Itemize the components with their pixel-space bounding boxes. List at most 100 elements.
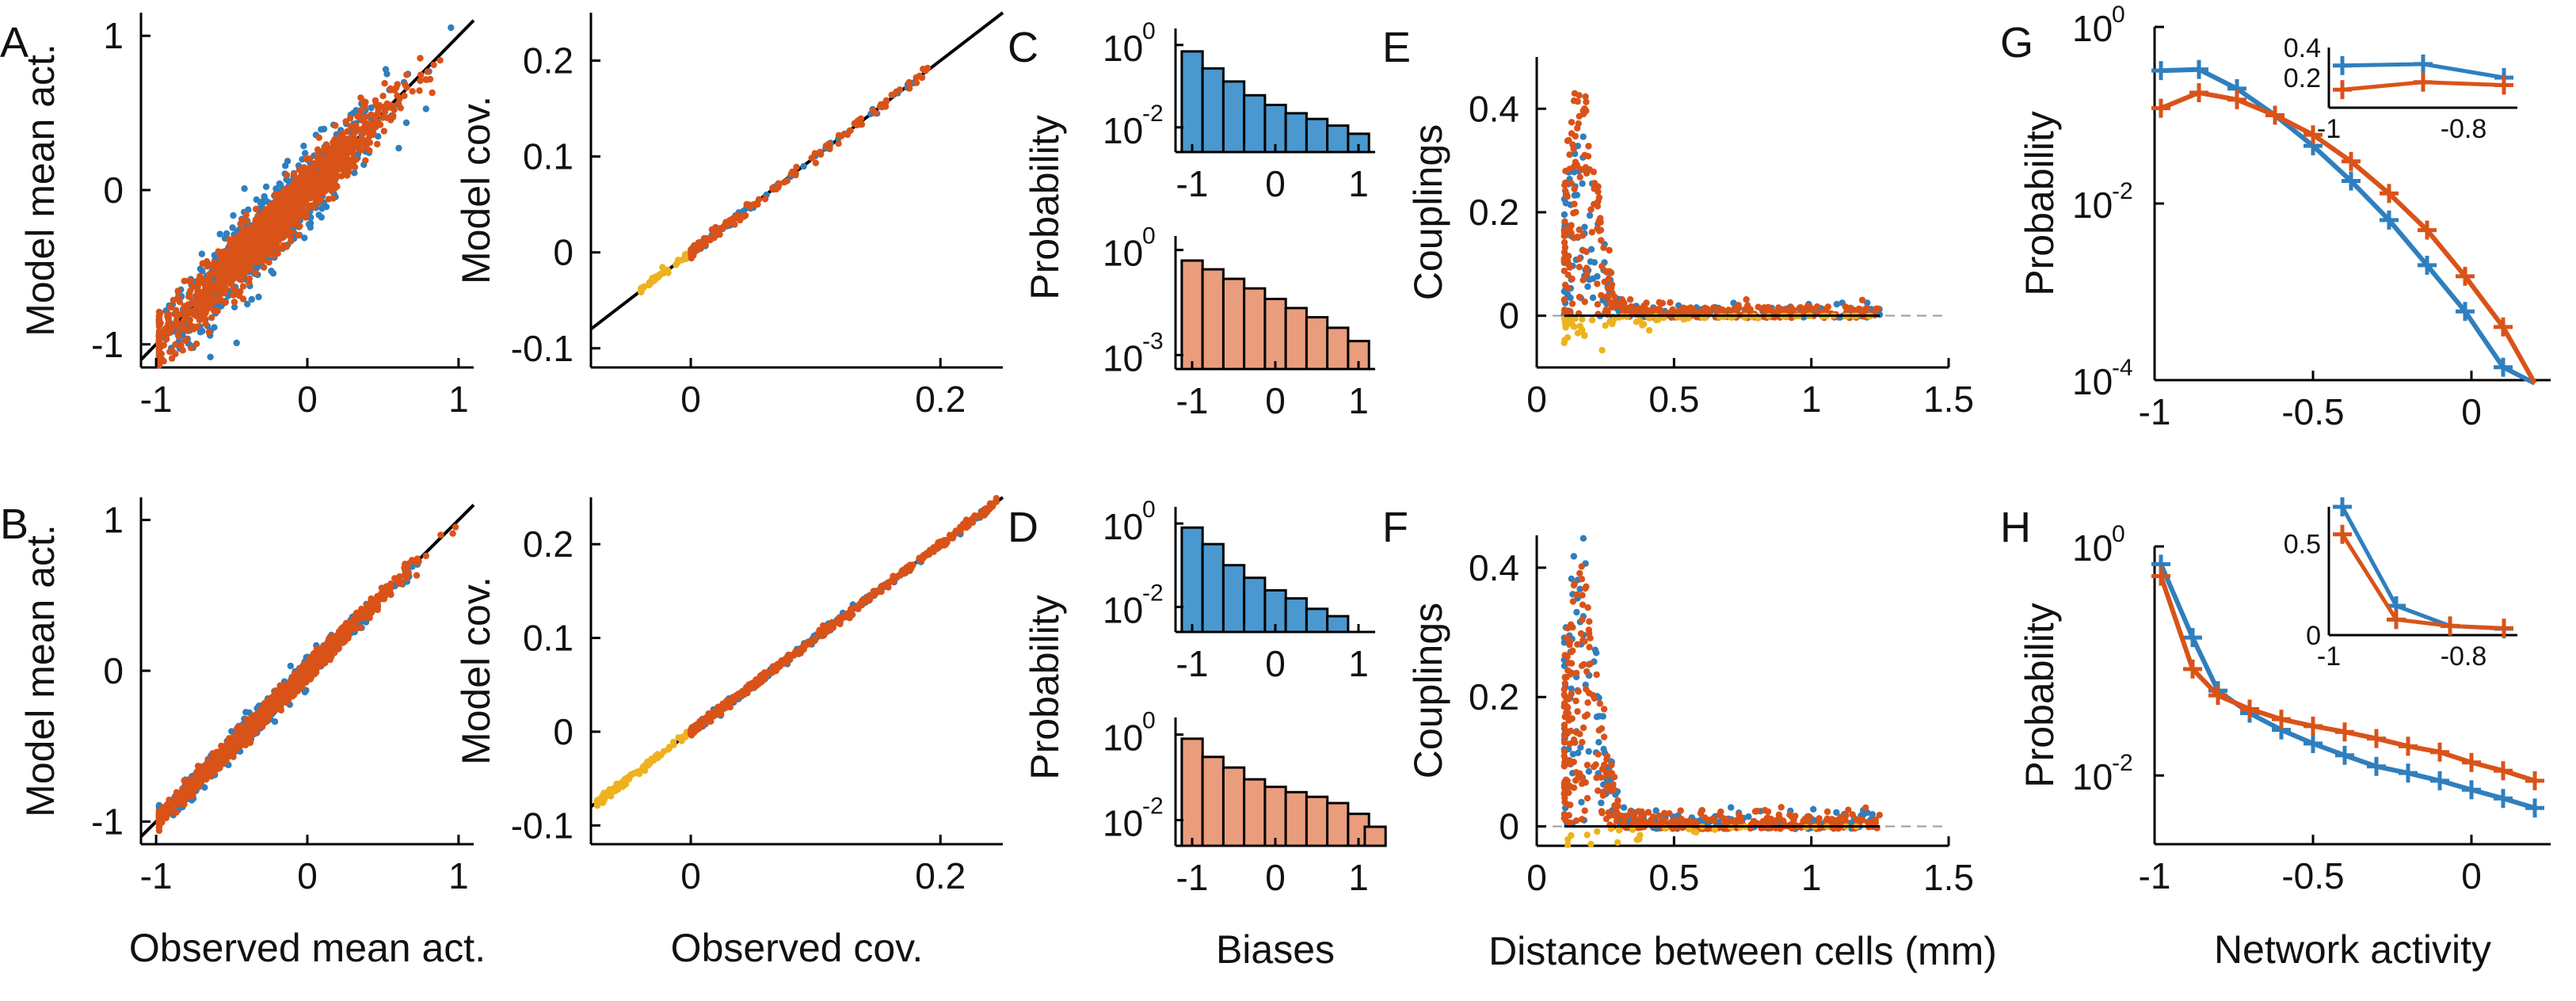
scatter-point — [331, 157, 339, 165]
scatter-point — [271, 199, 278, 206]
scatter-point — [172, 341, 179, 348]
scatter-point — [913, 79, 920, 86]
scatter-point — [290, 170, 298, 178]
scatter-point — [297, 185, 304, 192]
scatter-point — [205, 261, 213, 268]
scatter-point — [255, 293, 262, 301]
scatter-point — [202, 320, 209, 328]
scatter-point — [701, 241, 709, 248]
scatter-point — [322, 141, 330, 149]
scatter-point — [338, 173, 345, 180]
scatter-point — [197, 279, 204, 286]
scatter-point — [215, 248, 222, 255]
panel-letter-e: E — [1382, 24, 1411, 71]
scatter-point — [307, 214, 314, 221]
scatter-point — [246, 739, 254, 747]
scatter-point — [342, 118, 349, 125]
scatter-point — [383, 114, 391, 121]
scatter-point — [755, 196, 763, 203]
scatter-point — [162, 336, 170, 343]
scatter-point — [858, 121, 866, 128]
scatter-point — [361, 102, 368, 110]
y-tick-label: 0 — [103, 650, 124, 691]
scatter-point — [905, 78, 913, 86]
scatter-point — [284, 185, 291, 192]
scatter-point — [403, 71, 410, 78]
scatter-point — [246, 266, 253, 273]
scatter-point — [924, 64, 932, 72]
scatter-point — [234, 725, 241, 732]
scatter-point — [194, 763, 202, 770]
scatter-point — [190, 778, 197, 785]
scatter-point — [417, 71, 425, 78]
scatter-point — [416, 87, 423, 94]
scatter-point — [262, 183, 270, 190]
scatter-point — [375, 133, 382, 140]
scatter-point — [240, 228, 247, 235]
scatter-point — [688, 250, 695, 257]
scatter-point — [242, 211, 250, 219]
x-tick-label: 0 — [297, 379, 318, 420]
scatter-point — [347, 620, 354, 627]
scatter-point — [192, 284, 199, 291]
scatter-point — [338, 130, 345, 137]
scatter-point — [155, 316, 163, 323]
scatter-point — [380, 128, 387, 135]
scatter-point — [231, 270, 238, 277]
scatter-point — [192, 341, 200, 348]
scatter-point — [344, 128, 351, 135]
scatter-point — [340, 626, 347, 633]
scatter-point — [244, 721, 252, 728]
scatter-point — [205, 280, 212, 287]
scatter-point — [231, 739, 238, 746]
scatter-point — [707, 234, 714, 242]
scatter-point — [675, 734, 682, 741]
scatter-point — [430, 61, 437, 69]
scatter-point — [261, 264, 268, 271]
scatter-point — [211, 324, 218, 331]
scatter-point — [905, 85, 913, 92]
scatter-point — [199, 268, 206, 275]
scatter-point — [368, 125, 375, 133]
scatter-point — [229, 224, 236, 231]
scatter-point — [185, 277, 192, 284]
scatter-point — [330, 638, 337, 646]
scatter-point — [174, 332, 182, 340]
y-axis-label: Model mean act. — [18, 44, 63, 337]
x-tick-label: 1 — [448, 855, 469, 896]
scatter-point — [273, 249, 280, 257]
scatter-point — [271, 221, 278, 228]
scatter-point — [761, 196, 769, 203]
scatter-point — [244, 300, 251, 308]
scatter-point — [180, 317, 187, 325]
scatter-point — [395, 144, 402, 152]
series-orange — [155, 55, 444, 369]
scatter-point — [287, 219, 294, 226]
scatter-point — [185, 293, 192, 300]
scatter-point — [316, 156, 323, 163]
scatter-point — [174, 321, 182, 328]
scatter-point — [226, 264, 233, 271]
scatter-point — [325, 196, 333, 203]
scatter-point — [348, 123, 355, 130]
scatter-point — [372, 114, 379, 121]
scatter-point — [252, 249, 259, 256]
scatter-point — [259, 253, 267, 260]
scatter-point — [374, 140, 381, 148]
scatter-point — [307, 219, 314, 226]
scatter-point — [174, 790, 181, 797]
scatter-point — [181, 337, 189, 344]
scatter-point — [197, 778, 204, 786]
scatter-point — [309, 662, 316, 669]
scatter-point — [286, 688, 294, 695]
scatter-point — [674, 257, 682, 264]
scatter-point — [239, 283, 247, 290]
scatter-point — [170, 296, 177, 304]
scatter-point — [448, 24, 455, 32]
panel-letter-h: H — [2000, 504, 2031, 551]
scatter-point — [155, 339, 163, 347]
scatter-point — [402, 119, 410, 127]
